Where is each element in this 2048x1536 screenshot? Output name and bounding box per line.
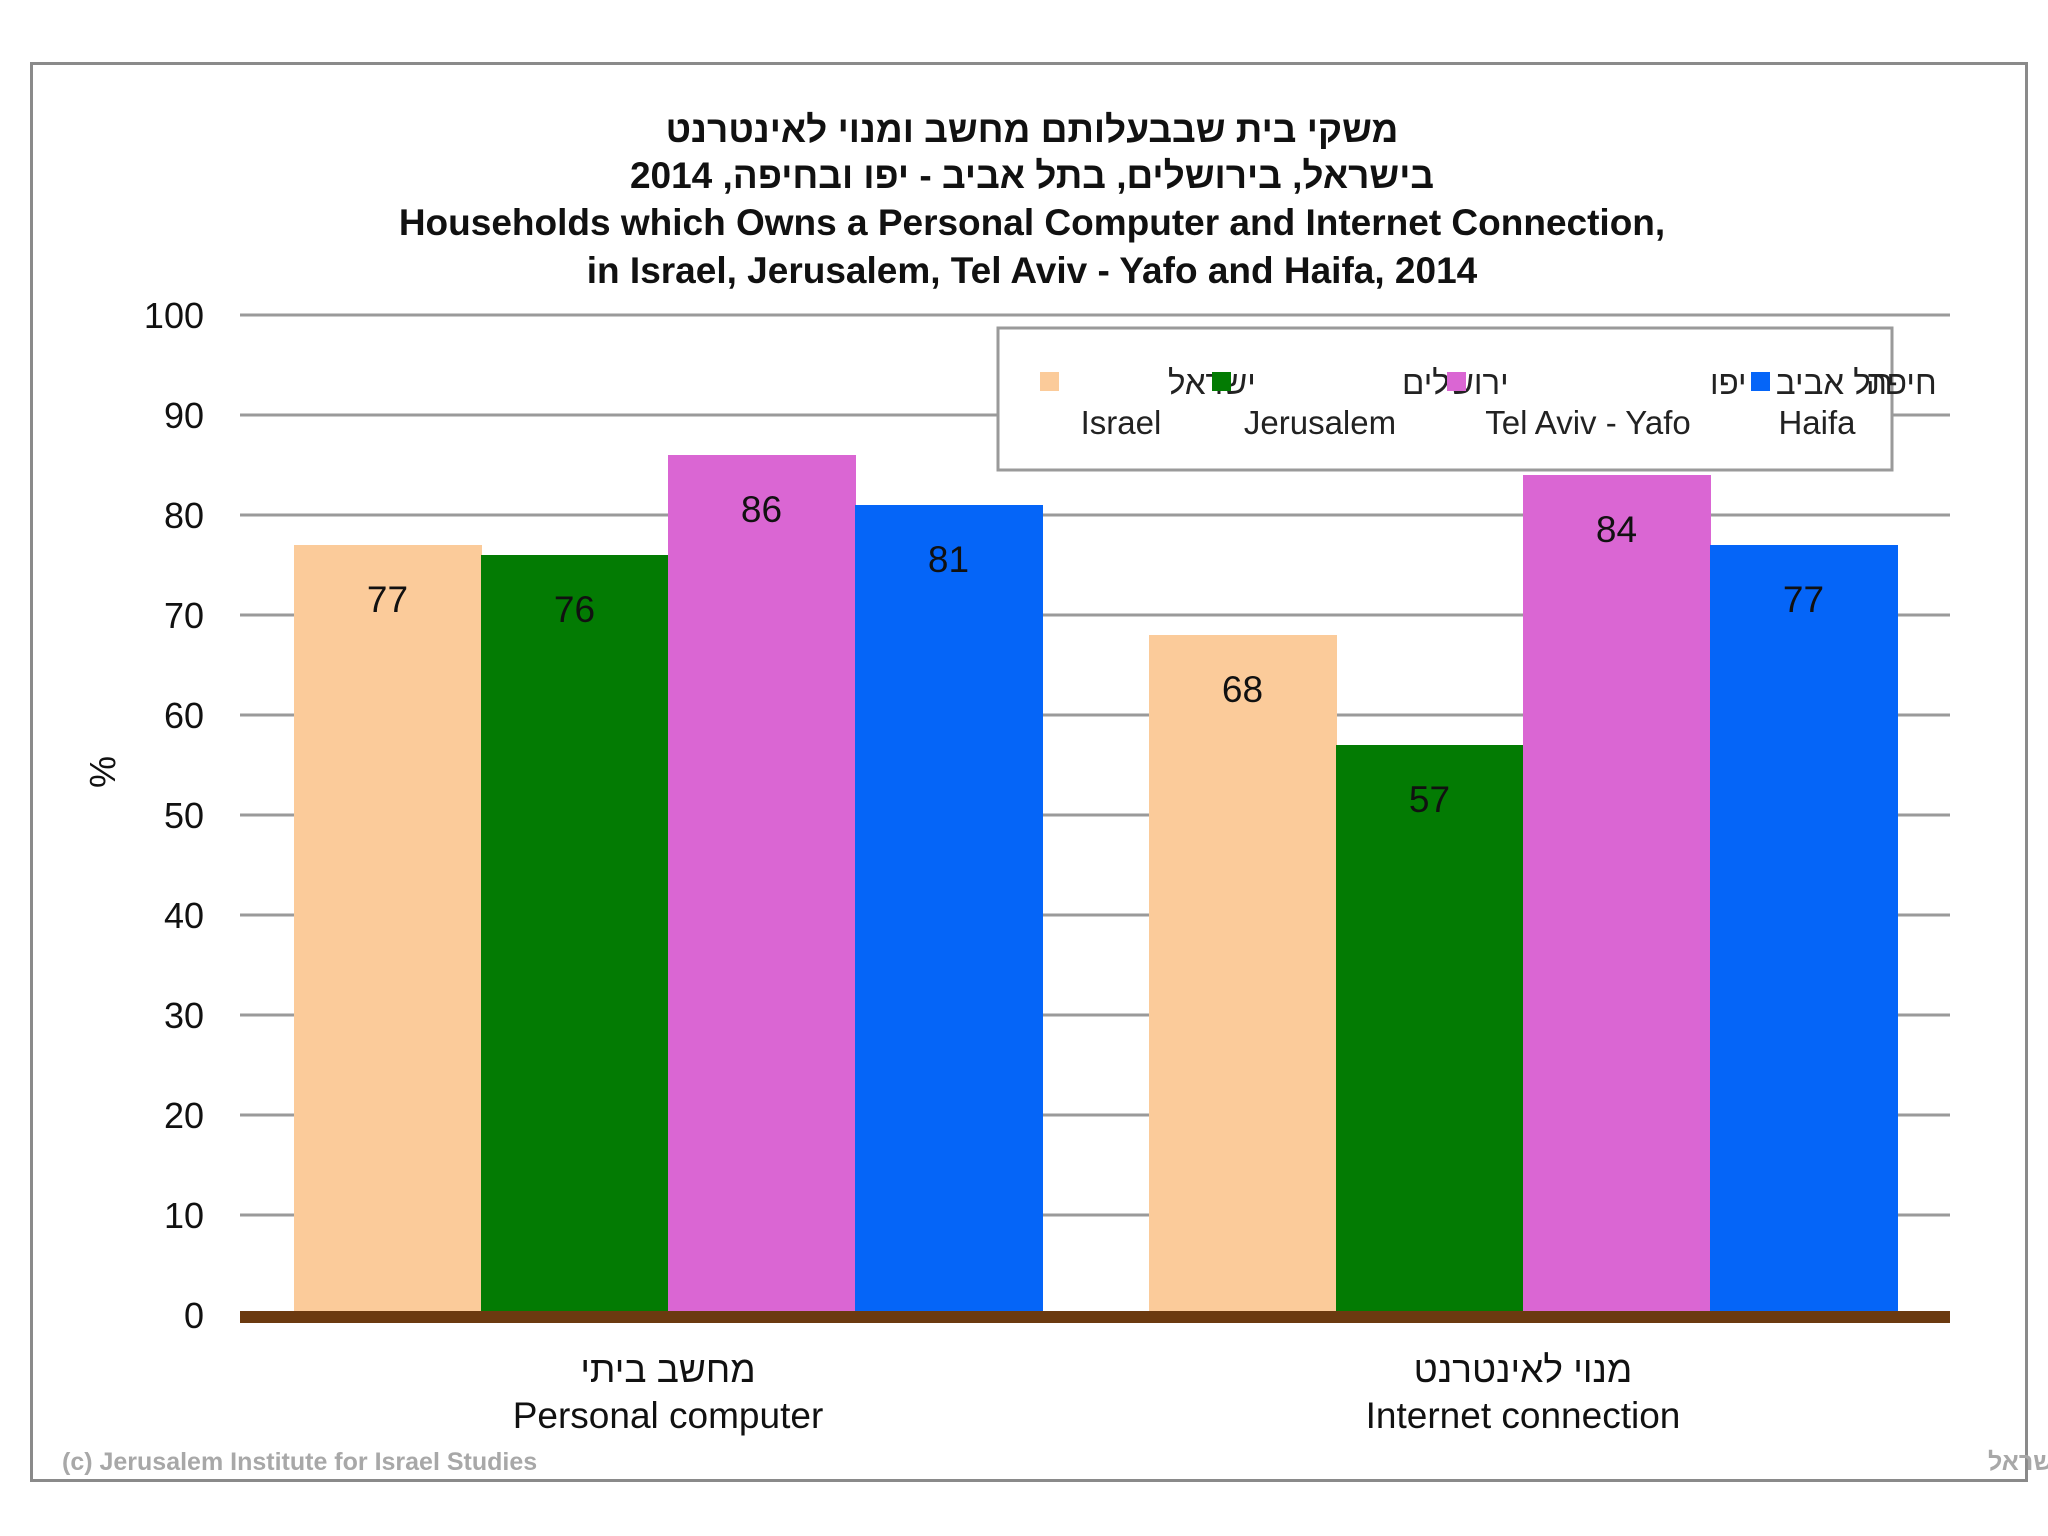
- y-tick-label: 40: [164, 895, 204, 936]
- legend-label-en-tel-aviv-yafo: Tel Aviv - Yafo: [1485, 404, 1690, 441]
- value-label-jerusalem-internet-connection: 57: [1409, 779, 1450, 820]
- y-tick-label: 20: [164, 1095, 204, 1136]
- x-axis-line: [240, 1311, 1950, 1323]
- bar-jerusalem-personal-computer: [481, 555, 669, 1315]
- legend-label-he-tel-aviv-yafo: תל אביב - יפו: [1710, 364, 1893, 401]
- chart-title-he-2: בישראל, בירושלים, בתל אביב - יפו ובחיפה,…: [630, 155, 1434, 196]
- category-label-en-internet-connection: Internet connection: [1366, 1395, 1681, 1436]
- y-tick-label: 70: [164, 595, 204, 636]
- chart-title-he-1: משקי בית שבבעלותם מחשב ומנוי לאינטרנט: [666, 109, 1399, 150]
- bar-haifa-personal-computer: [855, 505, 1043, 1315]
- y-tick-label: 0: [184, 1295, 204, 1336]
- bar-tel-aviv-yafo-internet-connection: [1523, 475, 1711, 1315]
- bar-value-labels: 77 76 86 81 68 57 84 77: [367, 489, 1824, 820]
- bar-haifa-internet-connection: [1710, 545, 1898, 1315]
- legend-label-en-jerusalem: Jerusalem: [1244, 404, 1396, 441]
- legend-swatch-jerusalem: [1212, 372, 1231, 391]
- value-label-israel-personal-computer: 77: [367, 579, 408, 620]
- y-tick-label: 50: [164, 795, 204, 836]
- credit-right: (c) מכון ירושלים לחקר ישראל: [1988, 1448, 2048, 1476]
- chart-title-en-1: Households which Owns a Personal Compute…: [399, 202, 1665, 243]
- value-label-haifa-personal-computer: 81: [928, 539, 969, 580]
- legend-swatch-israel: [1040, 372, 1059, 391]
- bar-jerusalem-internet-connection: [1336, 745, 1524, 1315]
- chart-title-en-2: in Israel, Jerusalem, Tel Aviv - Yafo an…: [587, 250, 1478, 291]
- y-tick-label: 60: [164, 695, 204, 736]
- bars: [294, 455, 1898, 1315]
- legend: ישראל Israel ירושלים Jerusalem תל אביב -…: [996, 326, 1937, 472]
- bar-israel-personal-computer: [294, 545, 482, 1315]
- legend-label-he-israel: ישראל: [1168, 364, 1256, 401]
- legend-label-en-israel: Israel: [1081, 404, 1162, 441]
- legend-swatch-tel-aviv-yafo: [1447, 372, 1466, 391]
- legend-label-en-haifa: Haifa: [1778, 404, 1856, 441]
- y-tick-label: 10: [164, 1195, 204, 1236]
- legend-swatch-haifa: [1751, 372, 1770, 391]
- value-label-israel-internet-connection: 68: [1222, 669, 1263, 710]
- value-label-jerusalem-personal-computer: 76: [554, 589, 595, 630]
- y-tick-label: 30: [164, 995, 204, 1036]
- value-label-haifa-internet-connection: 77: [1783, 579, 1824, 620]
- legend-box: [996, 326, 1894, 472]
- y-axis-label: %: [82, 756, 123, 788]
- y-tick-label: 80: [164, 495, 204, 536]
- legend-label-he-haifa: חיפה: [1866, 364, 1937, 401]
- value-label-tel-aviv-yafo-personal-computer: 86: [741, 489, 782, 530]
- category-label-en-personal-computer: Personal computer: [513, 1395, 824, 1436]
- y-tick-label: 90: [164, 395, 204, 436]
- y-tick-label: 100: [144, 295, 204, 336]
- y-axis-ticks: 0 10 20 30 40 50 60 70 80 90 100: [144, 295, 204, 1336]
- credit-left: (c) Jerusalem Institute for Israel Studi…: [62, 1448, 537, 1476]
- bar-tel-aviv-yafo-personal-computer: [668, 455, 856, 1315]
- category-label-he-internet-connection: מנוי לאינטרנט: [1414, 1349, 1633, 1390]
- value-label-tel-aviv-yafo-internet-connection: 84: [1596, 509, 1637, 550]
- category-label-he-personal-computer: מחשב ביתי: [580, 1349, 755, 1390]
- bar-israel-internet-connection: [1149, 635, 1337, 1315]
